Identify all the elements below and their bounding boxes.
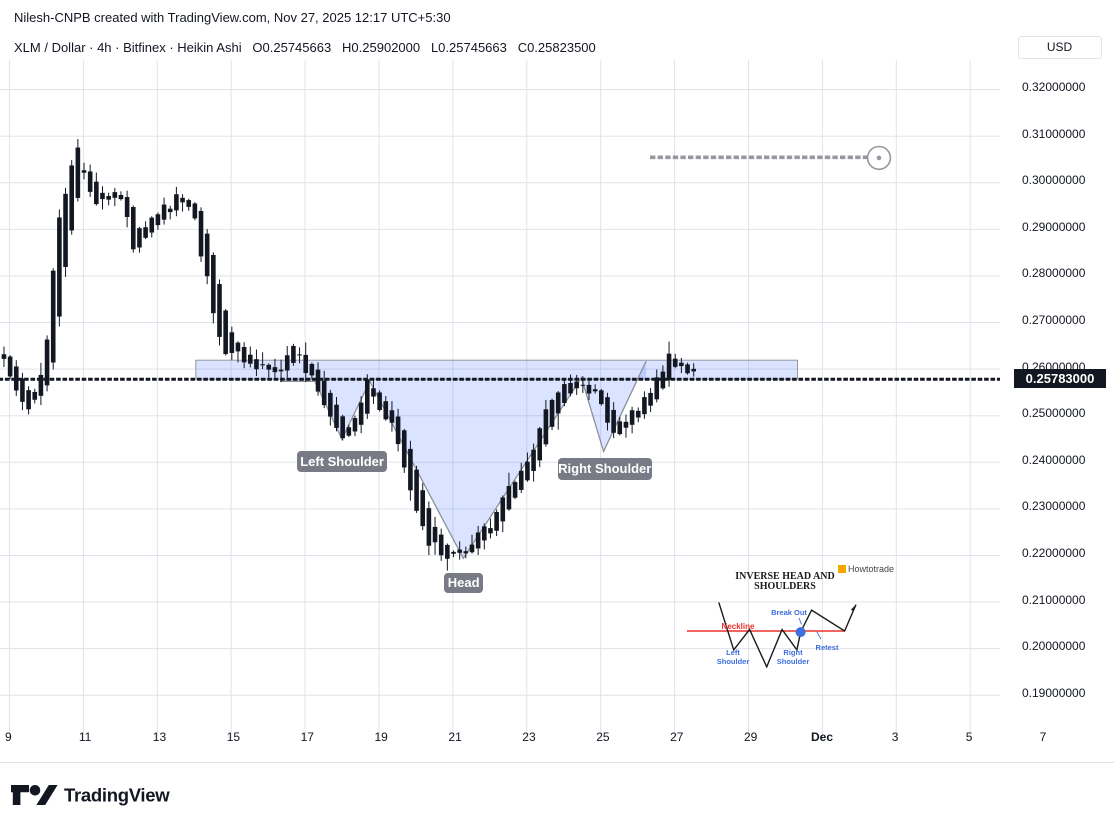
svg-text:Shoulder: Shoulder	[777, 657, 810, 666]
svg-text:Shoulder: Shoulder	[717, 657, 750, 666]
svg-text:Retest: Retest	[816, 643, 839, 652]
svg-text:Left: Left	[726, 648, 740, 657]
svg-text:TradingView: TradingView	[64, 785, 170, 806]
svg-text:Break Out: Break Out	[771, 608, 807, 617]
svg-text:Neckline: Neckline	[722, 622, 755, 631]
svg-text:Right: Right	[783, 648, 803, 657]
